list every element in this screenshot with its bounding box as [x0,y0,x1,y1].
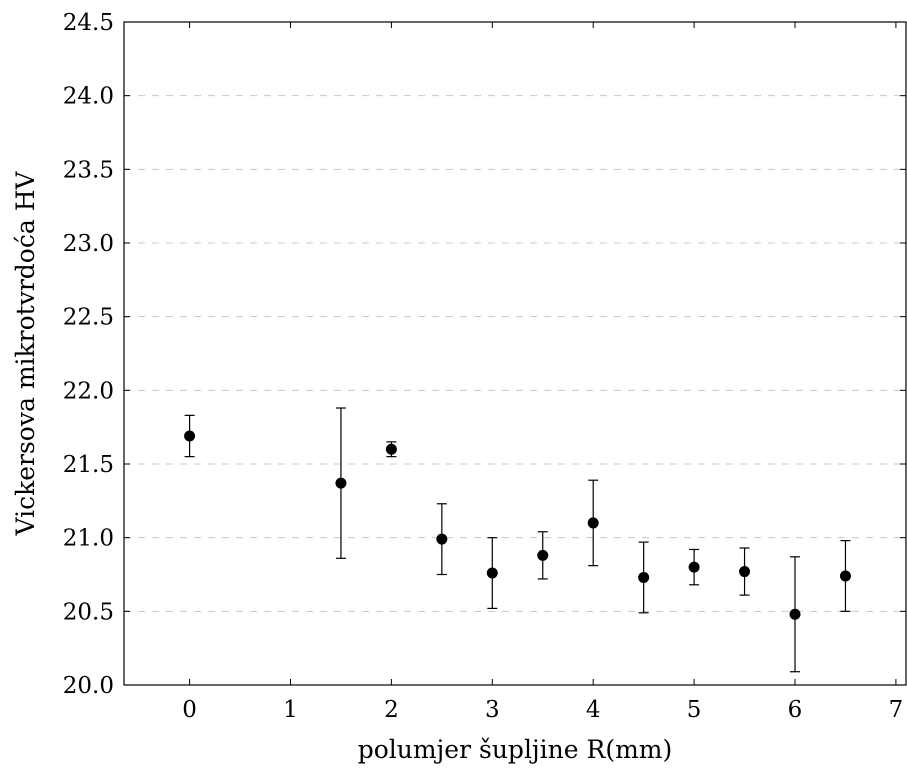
y-tick-label: 20.5 [63,599,114,625]
y-tick-label: 22.5 [63,305,114,331]
data-point [335,477,347,489]
y-tick-label: 23.0 [63,231,114,257]
y-axis-label: Vickersova mikrotvrdoća HV [11,171,40,537]
y-tick-label: 24.5 [63,10,114,36]
x-tick-label: 7 [889,697,904,723]
data-point [638,571,650,583]
data-point [789,608,801,620]
y-tick-label: 21.5 [63,452,114,478]
y-axis-ticks: 20.0 20.5 21.0 21.5 22.0 22.5 23.0 23.5 24.0 24.5 [63,10,906,699]
x-tick-label: 5 [687,697,702,723]
x-axis-ticks: 0 1 2 3 4 5 6 7 [182,22,903,723]
data-points [184,430,851,620]
y-tick-label: 24.0 [63,84,114,110]
grid-lines [124,95,906,612]
error-bars [184,407,851,673]
data-point [184,430,196,442]
x-tick-label: 6 [788,697,803,723]
x-tick-label: 4 [586,697,601,723]
x-tick-label: 2 [384,697,399,723]
data-point [537,549,549,561]
x-tick-label: 3 [485,697,500,723]
y-tick-label: 20.0 [63,673,114,699]
data-point [385,443,397,455]
data-point [436,533,448,545]
y-tick-label: 23.5 [63,157,114,183]
x-tick-label: 1 [283,697,298,723]
data-point [839,570,851,582]
data-point [587,517,599,529]
data-point [486,567,498,579]
data-point [688,561,700,573]
y-tick-label: 21.0 [63,526,114,552]
x-tick-label: 0 [182,697,197,723]
x-axis-label: polumjer šupljine R(mm) [358,735,673,764]
y-tick-label: 22.0 [63,378,114,404]
plot-frame [123,21,907,686]
data-point [739,566,751,578]
